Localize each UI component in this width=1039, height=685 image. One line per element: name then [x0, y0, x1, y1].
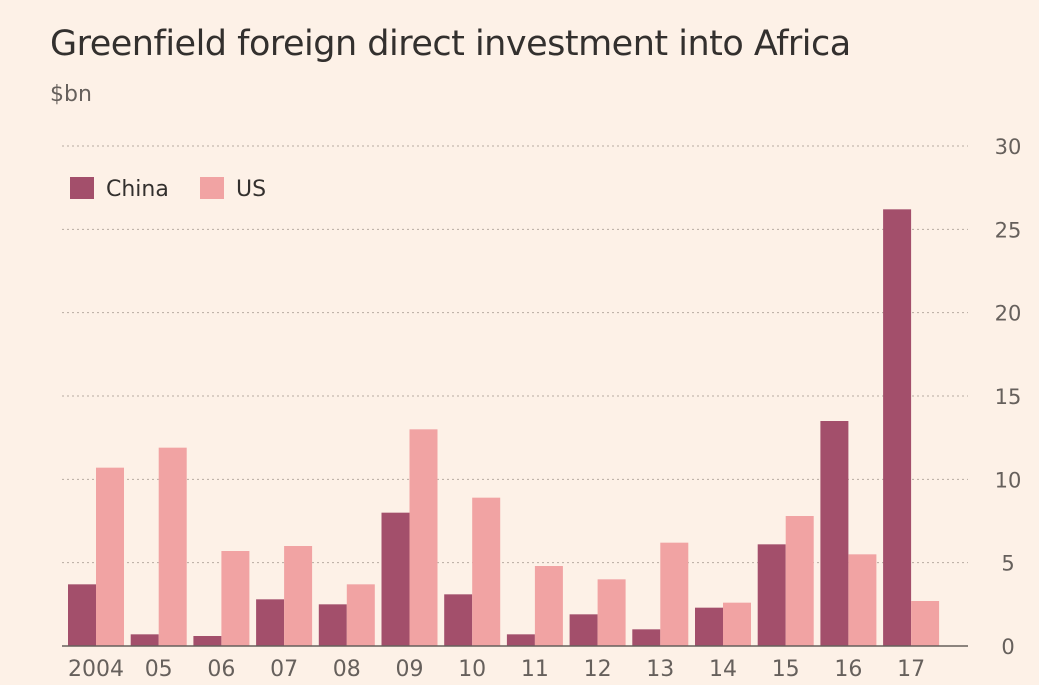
x-tick-label: 14	[709, 657, 737, 682]
bar-us-09	[409, 429, 438, 646]
bar-china-13	[632, 629, 661, 646]
bar-us-05	[158, 447, 187, 646]
x-tick-label: 16	[834, 657, 862, 682]
bar-us-16	[848, 554, 877, 646]
bar-china-10	[444, 594, 473, 646]
bar-china-05	[130, 634, 159, 646]
bar-us-12	[597, 579, 626, 646]
gridlines	[62, 145, 968, 564]
bar-us-14	[723, 602, 751, 646]
y-tick-label: 0	[1001, 635, 1014, 659]
bar-china-2004	[68, 584, 96, 646]
x-tick-label: 15	[772, 657, 800, 682]
x-tick-label: 06	[207, 657, 235, 682]
y-tick-label: 15	[995, 385, 1022, 409]
bar-china-11	[506, 634, 535, 646]
bars	[68, 209, 940, 647]
x-tick-label: 07	[270, 657, 298, 682]
bar-us-06	[221, 551, 250, 646]
x-tick-label: 2004	[68, 657, 124, 682]
bar-china-15	[757, 544, 786, 646]
bar-us-17	[911, 601, 940, 646]
bar-china-07	[256, 599, 285, 646]
y-tick-label: 5	[1001, 552, 1014, 576]
bar-us-13	[660, 542, 689, 646]
chart-subtitle: $bn	[50, 82, 92, 107]
bar-us-07	[284, 546, 313, 646]
legend-swatch-us	[200, 177, 224, 199]
bar-us-10	[472, 497, 501, 646]
bar-china-09	[381, 512, 410, 646]
y-tick-label: 30	[995, 135, 1022, 159]
bar-china-14	[695, 607, 723, 646]
x-tick-label: 05	[145, 657, 173, 682]
bar-china-08	[318, 604, 347, 646]
bar-china-16	[820, 421, 849, 646]
bar-us-2004	[96, 467, 124, 646]
x-tick-label: 17	[897, 657, 925, 682]
bar-china-12	[569, 614, 598, 646]
x-tick-label: 08	[333, 657, 361, 682]
legend-swatch-china	[70, 177, 94, 199]
bar-china-06	[193, 636, 222, 646]
x-tick-label: 09	[396, 657, 424, 682]
bar-us-11	[534, 566, 563, 646]
legend-label-us: US	[236, 177, 266, 202]
legend-label-china: China	[106, 177, 169, 202]
y-tick-label: 10	[995, 468, 1022, 492]
bar-us-08	[346, 584, 375, 646]
y-tick-label: 20	[995, 302, 1022, 326]
x-tick-label: 10	[458, 657, 486, 682]
bar-china-17	[883, 209, 912, 647]
x-tick-label: 12	[584, 657, 612, 682]
x-tick-label: 11	[521, 657, 549, 682]
bar-us-15	[785, 516, 814, 646]
legend: China US	[70, 177, 266, 202]
y-tick-label: 25	[995, 218, 1022, 242]
x-tick-label: 13	[646, 657, 674, 682]
chart-title: Greenfield foreign direct investment int…	[50, 24, 851, 64]
